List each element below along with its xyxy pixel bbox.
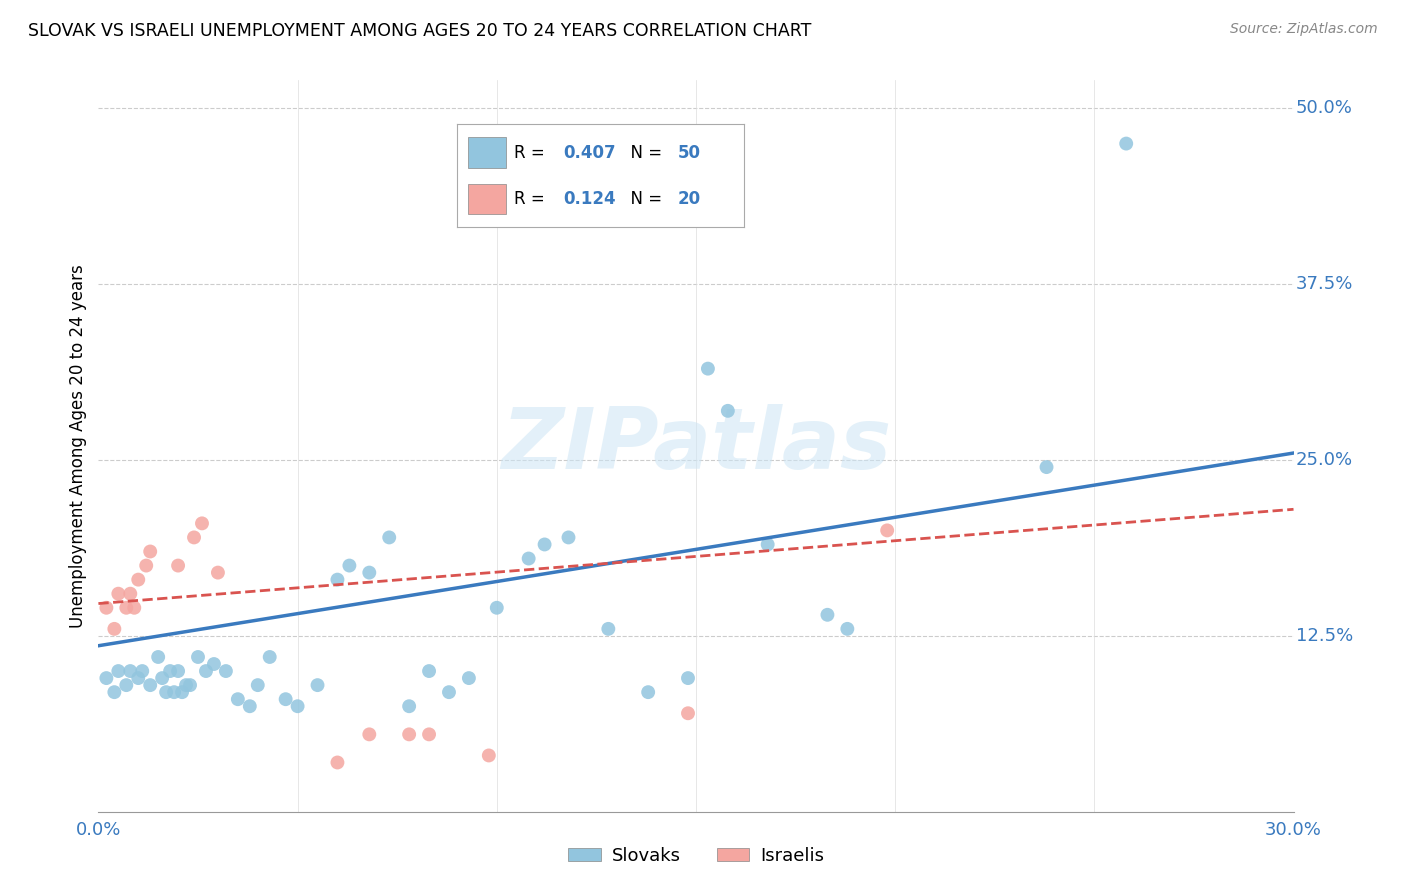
Point xyxy=(124,600,146,615)
Point xyxy=(437,685,460,699)
Point xyxy=(533,537,555,551)
Text: N =: N = xyxy=(620,190,668,208)
Text: Source: ZipAtlas.com: Source: ZipAtlas.com xyxy=(1230,22,1378,37)
Point xyxy=(359,566,381,580)
Point xyxy=(1035,460,1057,475)
Text: 50: 50 xyxy=(678,144,700,161)
Point xyxy=(167,558,190,573)
Point xyxy=(756,537,779,551)
Point xyxy=(194,664,218,678)
Point xyxy=(155,685,177,699)
Point xyxy=(139,678,162,692)
Point xyxy=(207,566,229,580)
Point xyxy=(191,516,214,531)
Point xyxy=(717,404,740,418)
Point xyxy=(226,692,249,706)
Point xyxy=(239,699,262,714)
Point xyxy=(103,685,125,699)
Point xyxy=(187,650,209,665)
Point xyxy=(183,530,205,544)
Point xyxy=(458,671,481,685)
Point xyxy=(676,671,699,685)
Point xyxy=(167,664,190,678)
Point xyxy=(378,530,401,544)
Point xyxy=(246,678,269,692)
Point xyxy=(359,727,381,741)
Point xyxy=(107,587,129,601)
Point xyxy=(876,524,898,538)
Point xyxy=(485,600,508,615)
Point xyxy=(120,664,142,678)
FancyBboxPatch shape xyxy=(468,137,506,169)
Point xyxy=(339,558,360,573)
Point xyxy=(259,650,281,665)
Point xyxy=(215,664,238,678)
Point xyxy=(103,622,125,636)
Text: SLOVAK VS ISRAELI UNEMPLOYMENT AMONG AGES 20 TO 24 YEARS CORRELATION CHART: SLOVAK VS ISRAELI UNEMPLOYMENT AMONG AGE… xyxy=(28,22,811,40)
Text: 50.0%: 50.0% xyxy=(1296,99,1353,118)
Point xyxy=(115,678,138,692)
Text: R =: R = xyxy=(515,144,550,161)
Text: N =: N = xyxy=(620,144,668,161)
Point xyxy=(274,692,297,706)
Point xyxy=(398,727,420,741)
Point xyxy=(676,706,699,721)
Point xyxy=(398,699,420,714)
Point xyxy=(135,558,157,573)
Point xyxy=(139,544,162,558)
Point xyxy=(307,678,329,692)
Text: 37.5%: 37.5% xyxy=(1296,276,1354,293)
Text: 12.5%: 12.5% xyxy=(1296,627,1353,645)
Point xyxy=(115,600,138,615)
Text: 0.124: 0.124 xyxy=(562,190,616,208)
Point xyxy=(202,657,225,671)
Point xyxy=(120,587,142,601)
Point xyxy=(815,607,838,622)
Point xyxy=(96,600,118,615)
Text: ZIPatlas: ZIPatlas xyxy=(501,404,891,488)
Point xyxy=(598,622,620,636)
Point xyxy=(179,678,201,692)
Point xyxy=(127,671,149,685)
Point xyxy=(174,678,197,692)
Point xyxy=(837,622,859,636)
Point xyxy=(697,361,720,376)
Text: R =: R = xyxy=(515,190,550,208)
Point xyxy=(131,664,153,678)
Point xyxy=(107,664,129,678)
Text: 25.0%: 25.0% xyxy=(1296,451,1353,469)
Point xyxy=(326,573,349,587)
Point xyxy=(1115,136,1137,151)
Point xyxy=(517,551,540,566)
Y-axis label: Unemployment Among Ages 20 to 24 years: Unemployment Among Ages 20 to 24 years xyxy=(69,264,87,628)
FancyBboxPatch shape xyxy=(468,184,506,214)
Point xyxy=(150,671,173,685)
Point xyxy=(127,573,149,587)
Point xyxy=(96,671,118,685)
Point xyxy=(159,664,181,678)
Point xyxy=(637,685,659,699)
Point xyxy=(418,727,440,741)
Text: 20: 20 xyxy=(678,190,702,208)
Point xyxy=(163,685,186,699)
Legend: Slovaks, Israelis: Slovaks, Israelis xyxy=(561,839,831,872)
Text: 0.407: 0.407 xyxy=(562,144,616,161)
Point xyxy=(287,699,309,714)
Point xyxy=(478,748,501,763)
Point xyxy=(326,756,349,770)
Point xyxy=(557,530,579,544)
Point xyxy=(418,664,440,678)
Point xyxy=(148,650,170,665)
Point xyxy=(172,685,194,699)
